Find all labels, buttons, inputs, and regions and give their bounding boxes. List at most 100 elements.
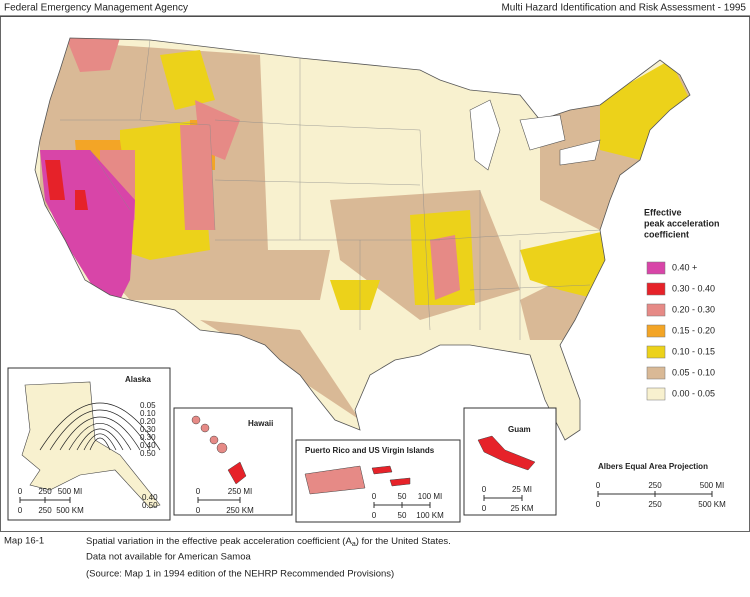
- hazard-zone: [40, 150, 135, 300]
- hazard-zone: [230, 250, 330, 300]
- scale-label: 0: [18, 487, 23, 496]
- scale-label: 250 KM: [226, 506, 254, 515]
- scale-label: 500 MI: [58, 487, 82, 496]
- caption: Map 16-1 Spatial variation in the effecti…: [4, 536, 451, 580]
- island: [477, 435, 536, 471]
- scale-label: 100 KM: [416, 511, 444, 520]
- island: [216, 442, 228, 454]
- scale-label: 0: [482, 504, 487, 513]
- caption-id: Map 16-1: [4, 536, 44, 547]
- scale-label: 50: [398, 492, 407, 501]
- alaska-shape: [21, 381, 161, 509]
- hazard-zone: [65, 38, 120, 72]
- contour-label: 0.50: [140, 449, 156, 458]
- scale-label: 25 KM: [510, 504, 533, 513]
- legend-title: Effective: [644, 207, 682, 217]
- scale-label: 250: [38, 487, 52, 496]
- legend-label: 0.40 +: [672, 262, 697, 272]
- scale-label: 0: [596, 481, 601, 490]
- insets: Alaska0.050.100.200.300.300.400.500.400.…: [7, 367, 726, 523]
- scale-label: 0: [196, 487, 201, 496]
- alaska-contour: [76, 428, 124, 451]
- hazard-zone: [520, 230, 610, 300]
- island: [227, 461, 247, 485]
- scale-label: 100 MI: [418, 492, 442, 501]
- scale-label: 250: [648, 500, 662, 509]
- contour-label: 0.20: [140, 417, 156, 426]
- legend-swatch: [646, 345, 666, 359]
- legend-swatch: [646, 366, 666, 380]
- legend-swatch: [646, 324, 666, 338]
- state-lines: [60, 39, 601, 340]
- inset-title: Guam: [508, 425, 531, 434]
- alaska-contour: [59, 416, 141, 451]
- scale-label: 0: [372, 492, 377, 501]
- contour-label: 0.50: [142, 501, 158, 510]
- header-left: Federal Emergency Management Agency: [4, 3, 188, 14]
- hazard-zone: [430, 235, 460, 300]
- caption-line: (Source: Map 1 in 1994 edition of the NE…: [86, 569, 394, 580]
- legend-label: 0.20 - 0.30: [672, 304, 715, 314]
- hazard-zone: [45, 160, 65, 200]
- legend-label: 0.05 - 0.10: [672, 367, 715, 377]
- contour-label: 0.05: [140, 401, 156, 410]
- scale-label: 50: [398, 511, 407, 520]
- scale-label: 0: [596, 500, 601, 509]
- contour-label: 0.10: [140, 409, 156, 418]
- hazard-zone: [160, 50, 215, 110]
- scale-label: 0: [18, 506, 23, 515]
- legend-label: 0.15 - 0.20: [672, 325, 715, 335]
- caption-part: Spatial variation in the effective peak …: [86, 536, 352, 547]
- legend-swatch: [646, 261, 666, 275]
- legend-title: peak acceleration: [644, 218, 720, 228]
- contour-label: 0.40: [142, 493, 158, 502]
- header-right: Multi Hazard Identification and Risk Ass…: [501, 3, 746, 14]
- projection-title: Albers Equal Area Projection: [598, 462, 708, 471]
- legend-label: 0.30 - 0.40: [672, 283, 715, 293]
- legend-label: 0.10 - 0.15: [672, 346, 715, 356]
- contour-label: 0.30: [140, 433, 156, 442]
- hazard-zone: [75, 190, 88, 210]
- us-outline: [34, 37, 691, 441]
- scale-label: 500 KM: [698, 500, 726, 509]
- scale-label: 250: [648, 481, 662, 490]
- island: [191, 415, 201, 425]
- scale-label: 0: [372, 511, 377, 520]
- hazard-zone: [600, 60, 690, 160]
- alaska-contour: [68, 423, 132, 451]
- legend-title: coefficient: [644, 229, 689, 239]
- scale-label: 500 MI: [700, 481, 724, 490]
- alaska-contour: [49, 409, 151, 451]
- inset-title: Alaska: [125, 375, 151, 384]
- inset-title: Hawaii: [248, 419, 273, 428]
- great-lakes: [469, 99, 601, 171]
- contour-label: 0.30: [140, 425, 156, 434]
- hazard-zone: [330, 280, 380, 310]
- island: [389, 477, 411, 487]
- legend-swatch: [646, 303, 666, 317]
- alaska-contour: [39, 402, 161, 451]
- island: [200, 423, 210, 433]
- contour-label: 0.40: [140, 441, 156, 450]
- caption-part: ) for the United States.: [356, 536, 451, 547]
- inset-title: Puerto Rico and US Virgin Islands: [305, 446, 435, 455]
- caption-line: Spatial variation in the effective peak …: [86, 536, 451, 548]
- alaska-contour: [89, 437, 111, 451]
- island: [209, 435, 219, 445]
- scale-label: 0: [196, 506, 201, 515]
- scale-label: 500 KM: [56, 506, 84, 515]
- hazard-zone: [195, 100, 240, 160]
- scale-label: 25 MI: [512, 485, 532, 494]
- island: [304, 465, 366, 495]
- caption-part: a: [352, 541, 356, 548]
- inset-box: [173, 407, 293, 516]
- legend-swatch: [646, 282, 666, 296]
- alaska-contour: [83, 433, 117, 451]
- legend-swatch: [646, 387, 666, 401]
- scale-label: 0: [482, 485, 487, 494]
- legend-label: 0.00 - 0.05: [672, 388, 715, 398]
- island: [371, 465, 393, 475]
- scale-label: 250 MI: [228, 487, 252, 496]
